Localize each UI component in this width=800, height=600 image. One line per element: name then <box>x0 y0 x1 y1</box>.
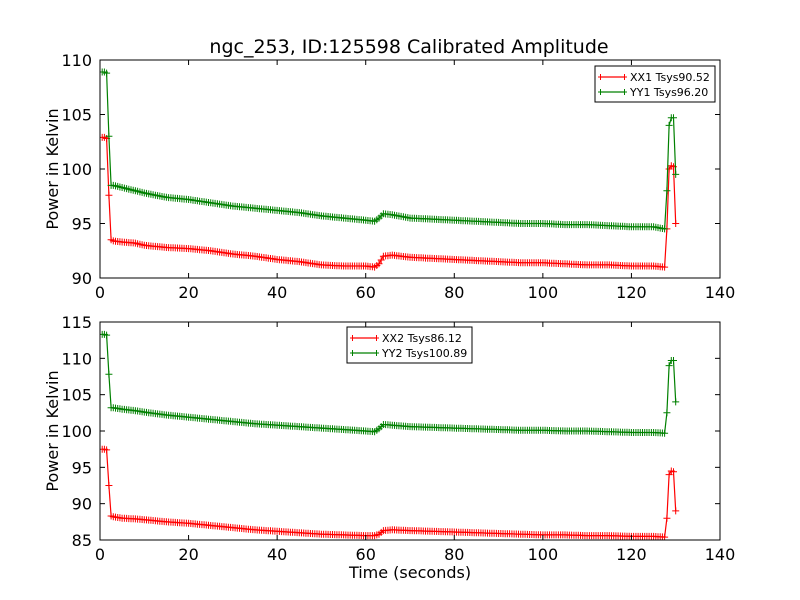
series-markers-xx2 <box>100 445 680 540</box>
x-tick-label: 40 <box>267 283 287 302</box>
x-tick-label: 120 <box>616 283 647 302</box>
legend-box <box>346 326 473 364</box>
x-tick-label: 120 <box>616 545 647 564</box>
legend-marker <box>350 350 379 356</box>
legend-label: XX2 Tsys86.12 <box>382 332 462 345</box>
y-axis-label: Power in Kelvin <box>43 108 62 229</box>
y-tick-label: 100 <box>61 160 92 179</box>
legend-label: YY1 Tsys96.20 <box>629 86 708 99</box>
series-markers-yy1 <box>100 68 680 233</box>
legend-marker <box>598 74 627 80</box>
y-tick-label: 115 <box>61 313 92 332</box>
legend: XX1 Tsys90.52 YY1 Tsys96.20 <box>594 65 716 103</box>
x-tick-label: 40 <box>267 545 287 564</box>
x-tick-label: 0 <box>95 283 105 302</box>
marker-path <box>100 330 680 437</box>
plot-area-1 <box>100 330 680 540</box>
plot-area-0 <box>100 68 680 271</box>
series-line-yy1 <box>102 71 677 230</box>
x-tick-label: 100 <box>528 283 559 302</box>
x-tick-label: 60 <box>356 545 376 564</box>
y-tick-label: 95 <box>72 458 92 477</box>
marker-path <box>100 133 680 271</box>
legend-label: YY2 Tsys100.89 <box>381 347 467 360</box>
y-tick-label: 85 <box>72 531 92 550</box>
y-tick-label: 90 <box>72 269 92 288</box>
x-axis-label: Time (seconds) <box>348 563 471 582</box>
x-tick-label: 80 <box>444 545 464 564</box>
x-tick-label: 20 <box>178 545 198 564</box>
x-tick-label: 20 <box>178 283 198 302</box>
top-panel: 0 20 40 60 80 100 120 140 90 95 100 105 110 Power in … <box>43 51 735 302</box>
x-tick-label: 0 <box>95 545 105 564</box>
x-tick-label: 80 <box>444 283 464 302</box>
chart-title: ngc_253, ID:125598 Calibrated Amplitude <box>209 36 608 58</box>
x-tick-label: 100 <box>528 545 559 564</box>
y-tick-label: 110 <box>61 51 92 70</box>
y-tick-label: 110 <box>61 349 92 368</box>
marker-path <box>100 445 680 540</box>
bottom-panel: 0 20 40 60 80 100 120 140 85 90 95 100 105 110 115 Powe… <box>43 313 735 564</box>
y-tick-label: 105 <box>61 106 92 125</box>
legend-box <box>594 65 716 103</box>
legend: XX2 Tsys86.12 YY2 Tsys100.89 <box>346 326 473 364</box>
legend-label: XX1 Tsys90.52 <box>630 71 710 84</box>
y-tick-label: 105 <box>61 386 92 405</box>
series-markers-xx1 <box>100 133 680 271</box>
legend-marker <box>350 335 379 341</box>
y-tick-label: 100 <box>61 422 92 441</box>
legend-marker <box>598 89 627 95</box>
y-tick-label: 95 <box>72 215 92 234</box>
marker-path <box>100 68 680 233</box>
series-markers-yy2 <box>100 330 680 437</box>
x-tick-label: 140 <box>705 545 736 564</box>
y-axis-label: Power in Kelvin <box>43 370 62 491</box>
x-tick-label: 60 <box>356 283 376 302</box>
y-tick-label: 90 <box>72 495 92 514</box>
x-tick-label: 140 <box>705 283 736 302</box>
